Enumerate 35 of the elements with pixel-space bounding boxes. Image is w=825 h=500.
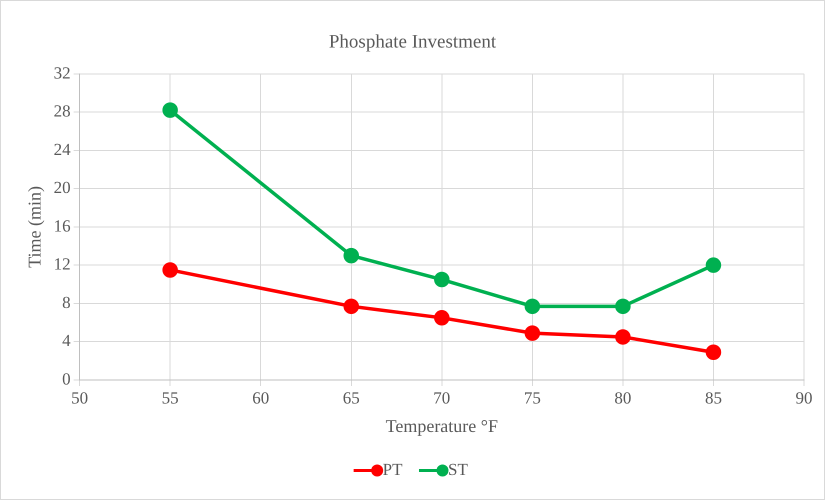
x-tick-label: 90 (796, 388, 812, 408)
x-tick-label: 80 (614, 388, 632, 408)
point (162, 102, 178, 118)
point (344, 248, 359, 264)
y-tick-label: 16 (54, 216, 71, 236)
legend-label: ST (448, 460, 468, 479)
point (524, 298, 540, 314)
point (524, 325, 540, 341)
chart-title: Phosphate Investment (328, 31, 497, 52)
y-tick-label: 4 (62, 331, 72, 350)
y-tick-label: 12 (54, 254, 71, 274)
y-tick-label: 32 (54, 63, 71, 82)
legend-label: PT (382, 460, 404, 479)
x-tick-label: 75 (524, 388, 541, 408)
point (162, 262, 178, 278)
y-tick-label: 20 (54, 178, 71, 198)
point (434, 310, 450, 326)
point (706, 257, 722, 273)
x-tick-label: 50 (71, 388, 88, 408)
x-tick-label: 65 (342, 388, 360, 408)
x-tick-label: 60 (252, 388, 270, 408)
point (615, 329, 631, 345)
y-tick-label: 0 (62, 369, 71, 388)
point (615, 298, 631, 314)
point (434, 272, 450, 288)
x-axis-title: Temperature °F (386, 416, 498, 436)
x-tick-label: 55 (162, 388, 179, 408)
x-tick-label: 70 (433, 388, 450, 408)
y-tick-label: 28 (54, 102, 71, 121)
y-tick-label: 8 (62, 292, 71, 312)
y-axis-title: Time (min) (24, 186, 45, 268)
point (344, 298, 359, 314)
y-tick-label: 24 (54, 140, 72, 159)
x-tick-label: 85 (704, 388, 722, 408)
point (706, 344, 722, 360)
